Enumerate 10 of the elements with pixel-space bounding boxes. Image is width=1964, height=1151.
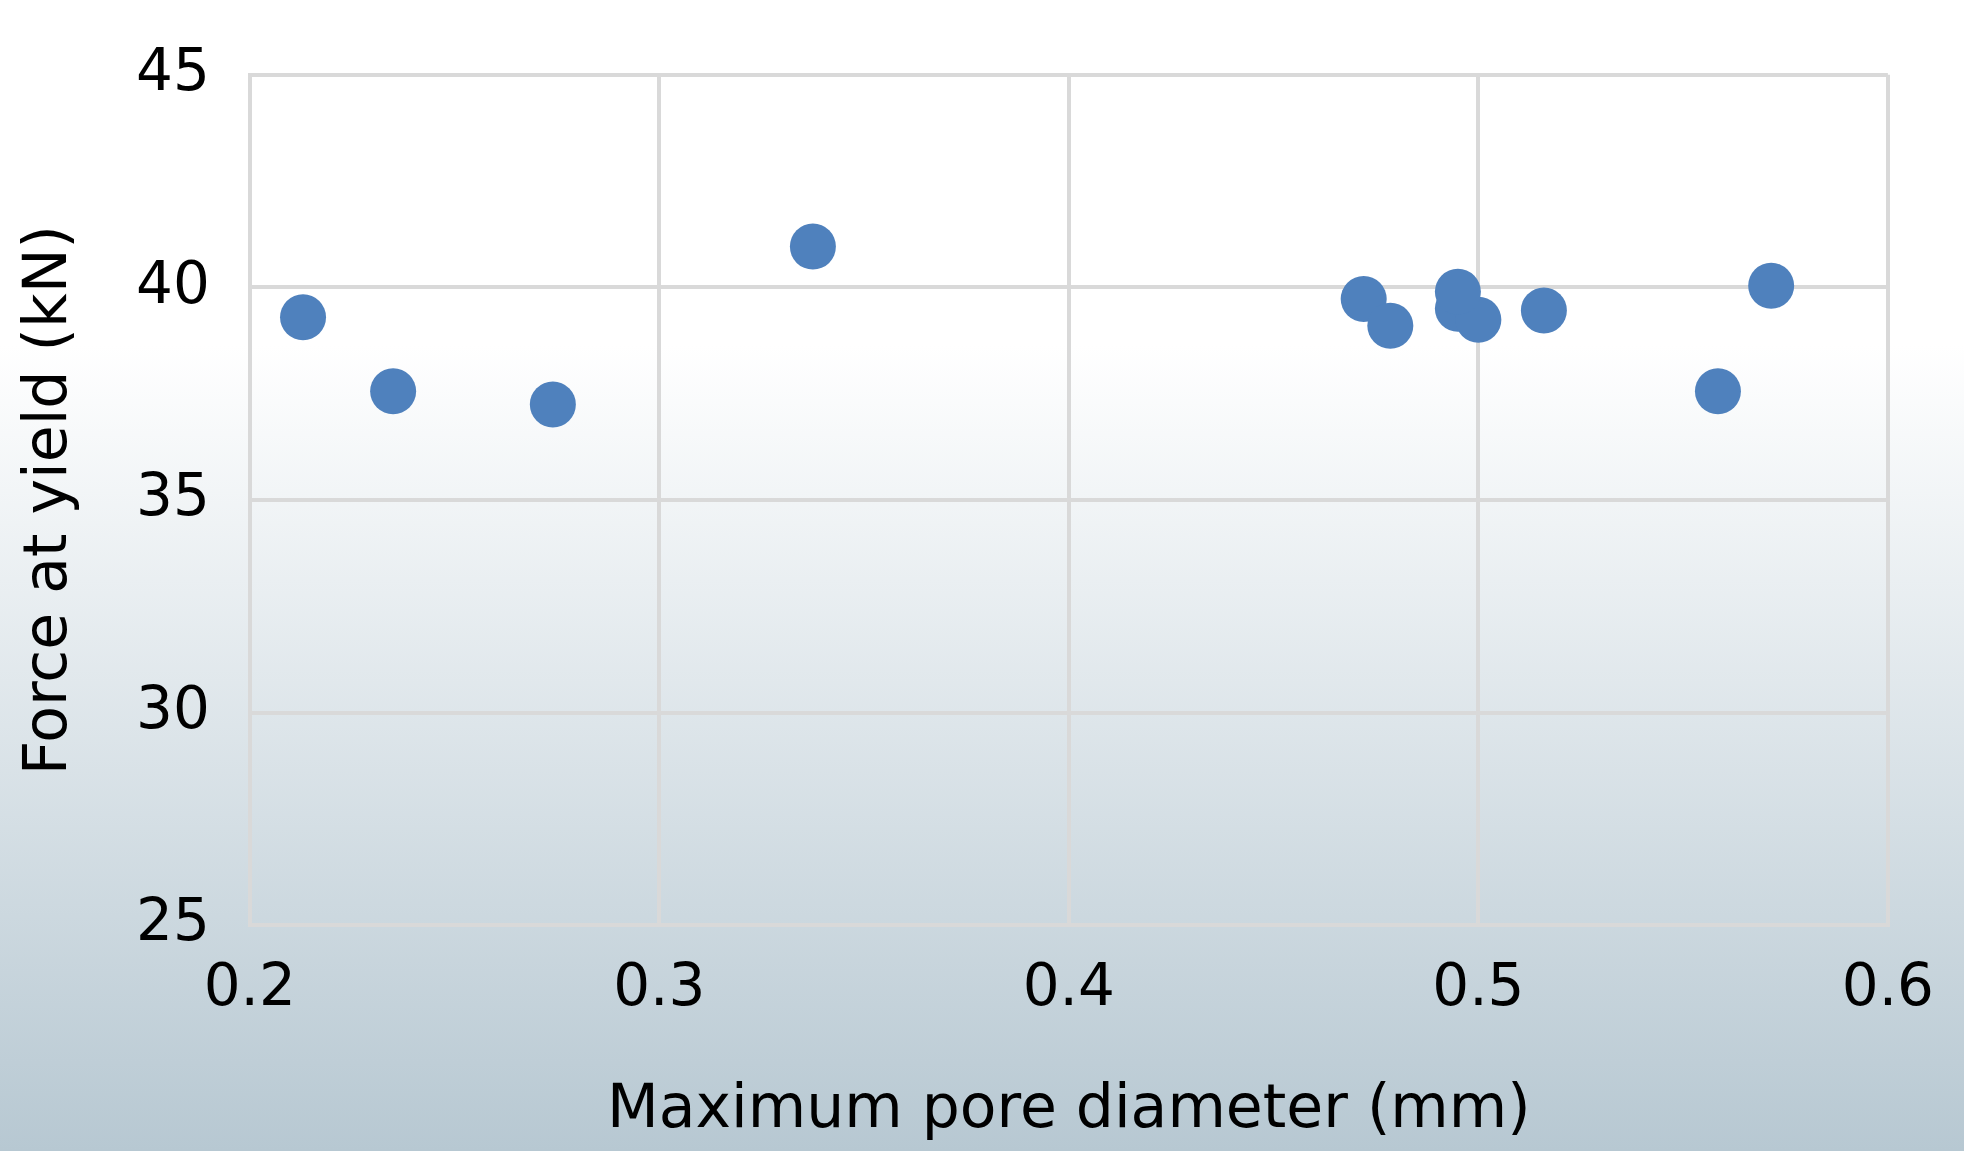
x-tick-label: 0.5 (1432, 951, 1525, 1020)
y-tick-label: 45 (135, 35, 210, 104)
x-tick-label: 0.3 (613, 951, 706, 1020)
y-tick-label: 30 (135, 673, 210, 742)
y-axis-title: Force at yield (kN) (9, 225, 80, 776)
y-tick-label: 40 (135, 248, 210, 317)
x-tick-label: 0.6 (1841, 951, 1935, 1020)
x-axis-title: Maximum pore diameter (mm) (607, 1070, 1531, 1141)
y-tick-label: 35 (135, 461, 210, 530)
x-tick-label: 0.4 (1022, 951, 1115, 1020)
